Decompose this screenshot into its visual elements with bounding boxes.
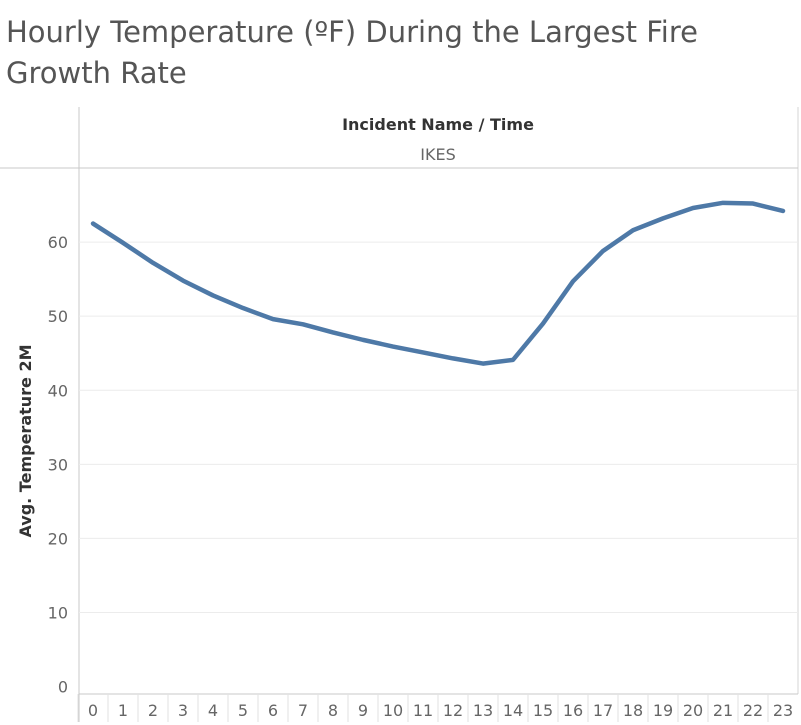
x-tick-label: 10 [383,701,403,720]
x-tick-label: 0 [88,701,98,720]
x-tick-label: 15 [533,701,553,720]
y-tick-label: 0 [58,678,68,697]
x-tick-label: 4 [208,701,218,720]
chart-title: Hourly Temperature (ºF) During the Large… [6,15,698,90]
y-tick-label: 50 [48,307,68,326]
x-tick-label: 16 [563,701,583,720]
x-tick-label: 11 [413,701,433,720]
x-tick-label: 18 [623,701,643,720]
y-axis-title: Avg. Temperature 2M [16,344,35,537]
x-tick-label: 22 [743,701,763,720]
gridlines [79,241,798,614]
column-header: Incident Name / Time [342,115,534,134]
y-tick-label: 40 [48,381,68,400]
x-tick-label: 6 [268,701,278,720]
x-tick-label: 20 [683,701,703,720]
x-tick-label: 3 [178,701,188,720]
x-tick-label: 23 [773,701,793,720]
y-tick-label: 60 [48,233,68,252]
y-tick-label: 10 [48,604,68,623]
x-tick-label: 9 [358,701,368,720]
x-axis-ticks: 0 1 2 3 4 5 6 7 8 9 10 11 12 13 14 15 16 17 18 19 20 21 22 23 [77,694,793,722]
x-tick-label: 5 [238,701,248,720]
y-tick-label: 30 [48,455,68,474]
x-tick-label: 1 [118,701,128,720]
temperature-series-line [90,200,786,366]
x-tick-label: 14 [503,701,523,720]
x-tick-label: 8 [328,701,338,720]
x-tick-label: 2 [148,701,158,720]
x-tick-label: 12 [443,701,463,720]
x-tick-label: 13 [473,701,493,720]
x-tick-label: 7 [298,701,308,720]
y-axis-ticks: 0 10 20 30 40 50 60 [48,233,68,697]
y-tick-label: 20 [48,529,68,548]
pane-label-ikes: IKES [420,145,455,164]
x-tick-label: 19 [653,701,673,720]
x-tick-label: 17 [593,701,613,720]
series-layer [90,200,786,366]
chart-frame [0,107,799,722]
x-tick-label: 21 [713,701,733,720]
